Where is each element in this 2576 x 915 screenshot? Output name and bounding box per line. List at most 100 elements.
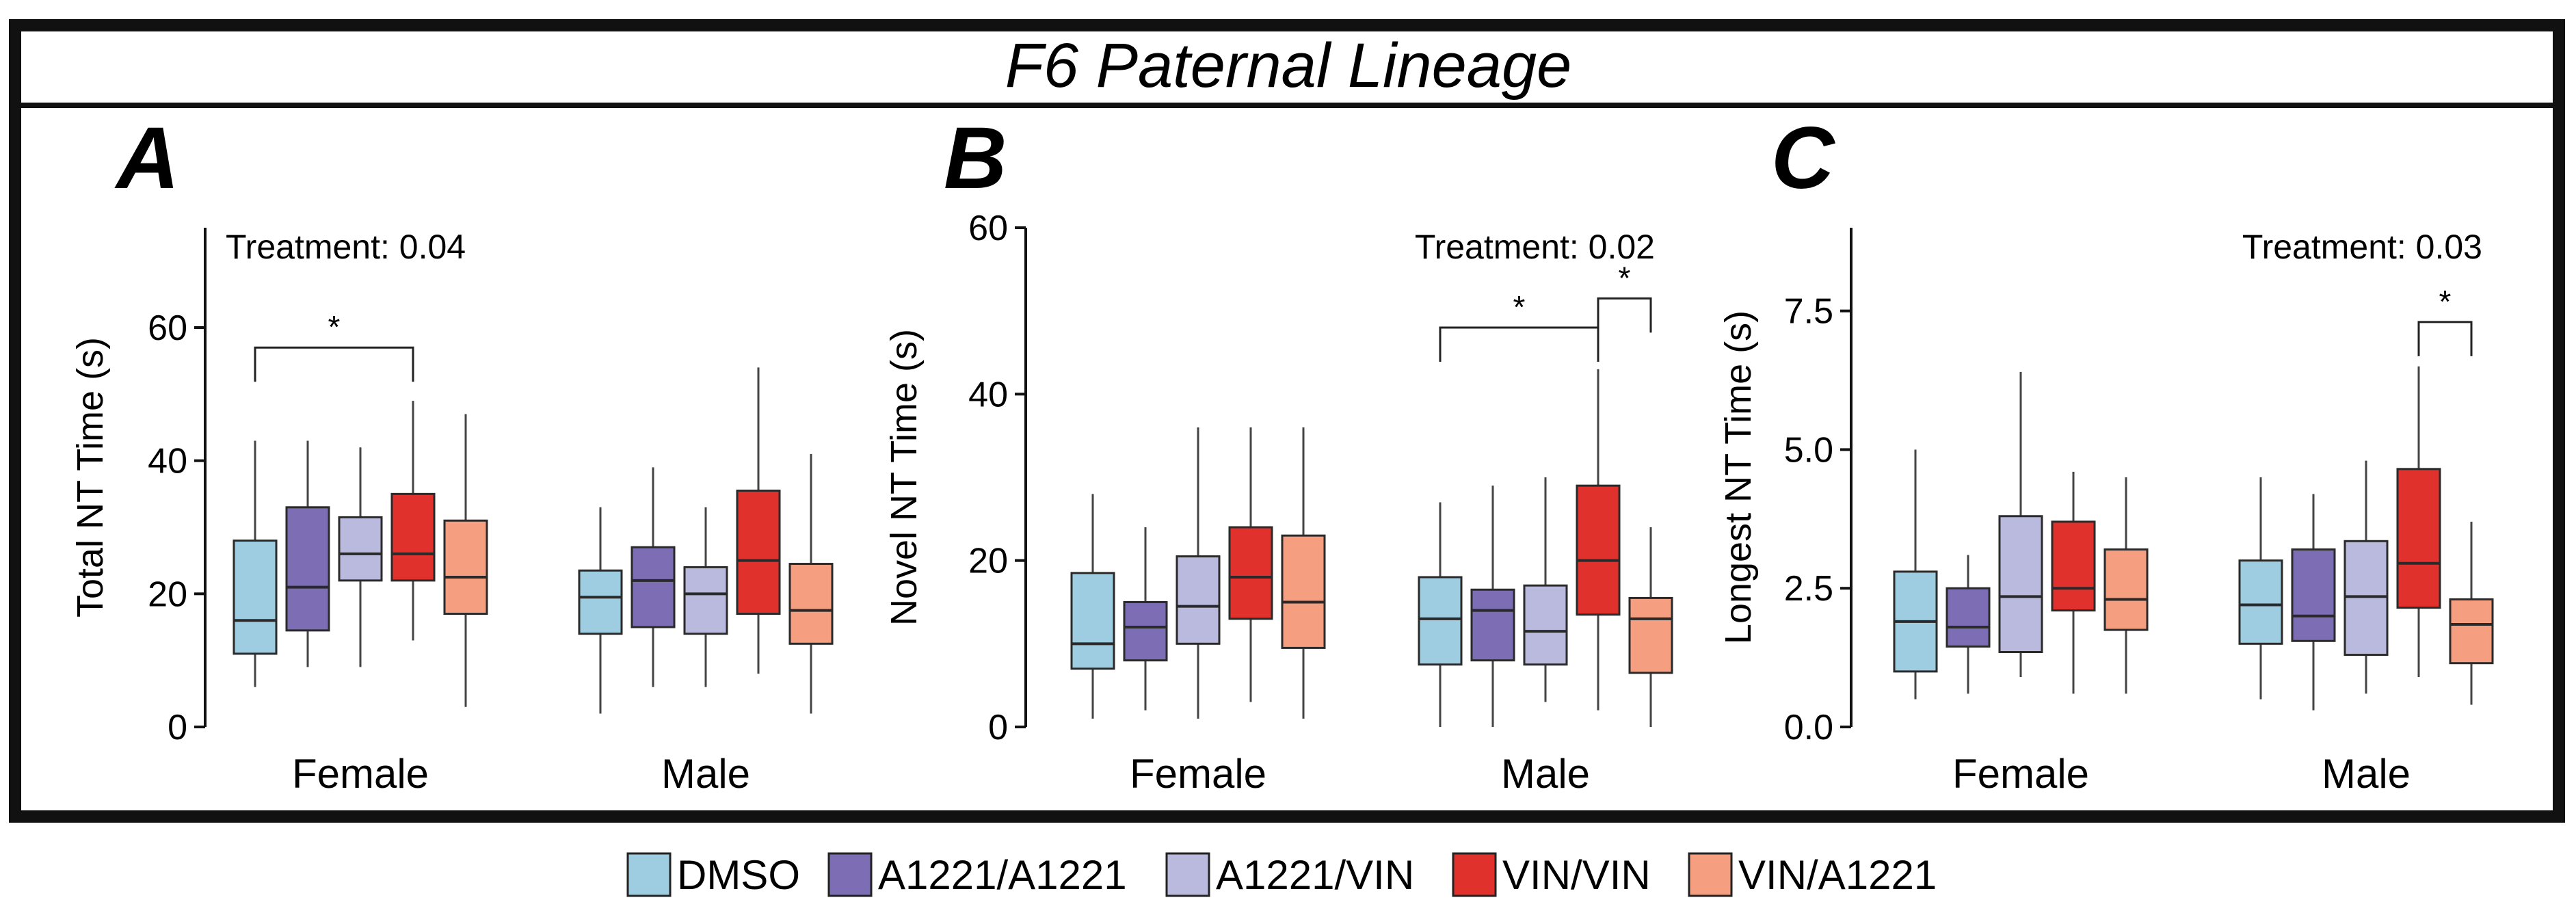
box-a1221-a1221 — [1123, 527, 1168, 711]
box-a1221-vin — [1176, 427, 1221, 719]
box-body — [2103, 548, 2149, 631]
box-vin-a1221 — [1628, 527, 1673, 727]
box-vin-vin — [1576, 369, 1621, 711]
group-male: Male — [2238, 366, 2494, 797]
legend-label: A1221/A1221 — [878, 852, 1127, 898]
x-category-label: Male — [2322, 751, 2411, 797]
legend-label: A1221/VIN — [1216, 852, 1414, 898]
y-tick-label: 60 — [968, 209, 1008, 248]
box-a1221-a1221 — [1470, 486, 1515, 727]
box-body — [1176, 555, 1221, 645]
y-tick-label: 20 — [968, 542, 1008, 581]
box-a1221-a1221 — [285, 440, 330, 667]
box-vin-vin — [2051, 471, 2096, 694]
panel-label: B — [944, 109, 1007, 207]
box-vin-vin — [736, 367, 781, 674]
y-tick-label: 40 — [968, 375, 1008, 414]
box-body — [2291, 548, 2336, 642]
box-a1221-vin — [1523, 477, 1568, 702]
x-category-label: Female — [1952, 751, 2089, 797]
box-body — [1470, 588, 1515, 662]
box-vin-vin — [1228, 427, 1273, 702]
box-body — [788, 563, 834, 645]
legend-swatch — [1688, 852, 1733, 897]
y-tick-label: 20 — [148, 574, 187, 614]
significance-star: * — [2439, 284, 2452, 319]
x-category-label: Male — [661, 751, 750, 797]
significance-bracket: * — [2417, 284, 2473, 356]
x-category-label: Female — [1130, 751, 1266, 797]
legend-label: DMSO — [677, 852, 800, 898]
legend-item-dmso: DMSO — [626, 852, 800, 898]
legend-swatch — [1452, 852, 1497, 897]
treatment-pvalue: Treatment: 0.03 — [2242, 228, 2482, 266]
box-body — [2343, 540, 2389, 657]
box-body — [1418, 576, 1463, 666]
box-vin-vin — [390, 401, 436, 641]
significance-star: * — [328, 309, 341, 345]
box-a1221-a1221 — [2291, 494, 2336, 711]
bracket-line — [1439, 326, 1599, 362]
significance-star: * — [1619, 260, 1631, 295]
treatment-pvalue: Treatment: 0.02 — [1415, 228, 1655, 266]
legend-item-vin-a1221: VIN/A1221 — [1688, 852, 1937, 898]
box-body — [1523, 584, 1568, 666]
x-category-label: Male — [1501, 751, 1590, 797]
box-dmso — [233, 440, 278, 687]
y-tick-label: 0 — [168, 708, 187, 747]
legend-swatch — [1165, 852, 1210, 897]
box-dmso — [1070, 494, 1115, 719]
box-a1221-vin — [1998, 371, 2043, 677]
legend-swatch — [827, 852, 873, 897]
panels: A 0 20 40 60 Total NT Time (s) Treatment: 0.04… — [70, 109, 2494, 797]
box-body — [1998, 515, 2043, 653]
legend: DMSO A1221/A1221 A1221/VIN VIN/VIN VIN/A1221 — [626, 852, 1937, 898]
box-body — [285, 506, 330, 632]
box-vin-vin — [2396, 366, 2441, 677]
bracket-line — [254, 346, 414, 382]
box-a1221-a1221 — [630, 467, 676, 687]
box-body — [233, 539, 278, 655]
box-vin-a1221 — [443, 414, 488, 707]
legend-swatch — [626, 852, 672, 897]
legend-item-vin-vin: VIN/VIN — [1452, 852, 1651, 898]
y-tick-label: 0 — [988, 708, 1008, 747]
box-vin-a1221 — [1281, 427, 1326, 719]
legend-item-a1221-a1221: A1221/A1221 — [827, 852, 1127, 898]
y-tick-label: 0.0 — [1784, 708, 1833, 747]
box-dmso — [578, 507, 623, 714]
group-male: Male — [578, 367, 834, 797]
box-body — [683, 566, 728, 635]
significance-bracket: * — [1439, 289, 1599, 362]
box-vin-a1221 — [788, 453, 834, 714]
box-body — [443, 519, 488, 615]
box-body — [736, 489, 781, 615]
y-axis-label: Longest NT Time (s) — [1718, 310, 1759, 644]
box-body — [630, 546, 676, 628]
panel-c: C 0.0 2.5 5.0 7.5 Longest NT Time (s) Treatmen… — [1718, 109, 2494, 797]
figure-title: F6 Paternal Lineage — [1005, 31, 1572, 101]
group-male: Male — [1418, 369, 1673, 797]
box-body — [1123, 601, 1168, 662]
y-tick-label: 40 — [148, 442, 187, 481]
box-vin-a1221 — [2103, 477, 2149, 694]
box-body — [2051, 520, 2096, 612]
box-a1221-vin — [338, 447, 383, 667]
y-tick-label: 7.5 — [1784, 292, 1833, 332]
box-body — [390, 492, 436, 582]
box-a1221-a1221 — [1946, 555, 1991, 694]
group-female: Female — [233, 401, 488, 797]
x-category-label: Female — [292, 751, 429, 797]
box-dmso — [1893, 449, 1938, 700]
y-axis-label: Total NT Time (s) — [70, 337, 111, 618]
panel-label: A — [114, 109, 179, 207]
box-a1221-vin — [683, 507, 728, 687]
box-body — [1070, 572, 1115, 670]
box-body — [2449, 598, 2494, 665]
box-body — [1228, 526, 1273, 620]
box-body — [1281, 534, 1326, 649]
box-body — [2238, 559, 2283, 645]
significance-bracket: * — [1597, 260, 1652, 333]
box-vin-a1221 — [2449, 521, 2494, 705]
